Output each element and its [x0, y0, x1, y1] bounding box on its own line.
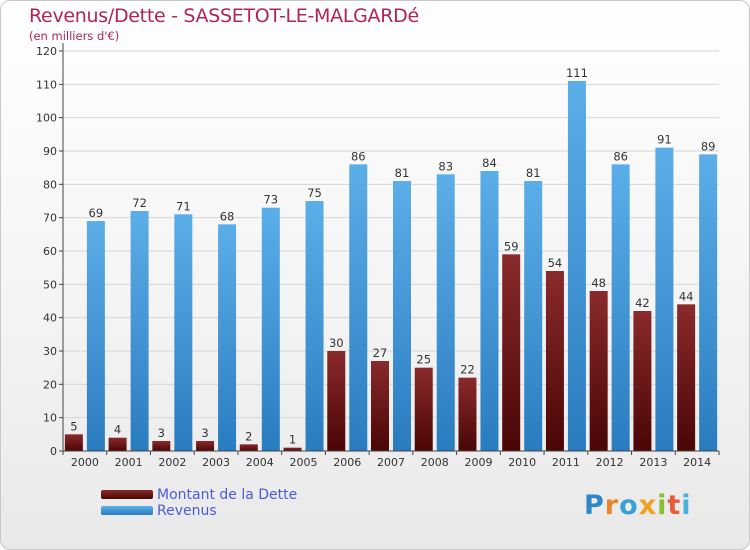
x-tick-label: 2004: [246, 456, 274, 469]
bar-revenue: [567, 81, 586, 451]
bar-revenue-label: 86: [351, 149, 366, 163]
x-tick-label: 2013: [639, 456, 667, 469]
bar-debt-label: 4: [114, 423, 121, 437]
bar-revenue-label: 83: [438, 159, 453, 173]
bar-revenue: [130, 211, 149, 451]
bar-debt-label: 5: [70, 419, 77, 433]
bar-revenue: [480, 171, 499, 451]
bar-revenue: [524, 181, 543, 451]
bar-debt-label: 59: [504, 239, 519, 253]
x-tick-label: 2007: [377, 456, 405, 469]
bar-debt: [108, 437, 127, 451]
x-tick-label: 2008: [421, 456, 449, 469]
bar-debt: [196, 441, 215, 451]
bar-debt-label: 3: [158, 426, 165, 440]
y-tick-label: 70: [43, 212, 57, 225]
bar-debt-label: 22: [460, 363, 475, 377]
chart-subtitle: (en milliers d'€): [29, 29, 120, 43]
x-tick-label: 2009: [464, 456, 492, 469]
y-tick-label: 60: [43, 245, 57, 258]
bar-debt: [414, 367, 433, 451]
y-tick-label: 20: [43, 378, 57, 391]
bar-revenue-label: 72: [132, 196, 147, 210]
bar-debt-label: 27: [373, 346, 388, 360]
bar-debt: [589, 291, 608, 451]
x-tick-label: 2014: [683, 456, 711, 469]
bar-revenue: [655, 147, 674, 451]
bar-revenue-label: 75: [307, 186, 322, 200]
legend-swatch-debt: [101, 490, 153, 499]
x-tick-label: 2000: [71, 456, 99, 469]
bar-debt-label: 54: [548, 256, 563, 270]
chart-title: Revenus/Dette - SASSETOT-LE-MALGARDé: [29, 5, 419, 27]
bar-debt-label: 25: [416, 353, 431, 367]
bar-revenue-label: 91: [657, 133, 672, 147]
bar-debt-label: 2: [245, 429, 252, 443]
bar-debt: [327, 351, 346, 451]
y-tick-label: 80: [43, 178, 57, 191]
bar-debt: [633, 311, 652, 451]
bar-debt: [152, 441, 171, 451]
bar-revenue: [305, 201, 324, 451]
bar-debt-label: 42: [635, 296, 650, 310]
bar-revenue: [174, 214, 193, 451]
x-tick-label: 2010: [508, 456, 536, 469]
y-tick-label: 30: [43, 345, 57, 358]
y-tick-label: 0: [50, 445, 57, 458]
bar-debt: [283, 447, 302, 451]
bar-revenue-label: 71: [176, 199, 191, 213]
bar-revenue: [218, 224, 237, 451]
legend-label-debt: Montant de la Dette: [157, 487, 298, 503]
x-tick-label: 2012: [596, 456, 624, 469]
y-tick-label: 100: [36, 112, 57, 125]
y-tick-label: 120: [36, 45, 57, 58]
y-tick-label: 50: [43, 278, 57, 291]
proxiti-logo: Proxiti: [584, 490, 692, 521]
y-tick-label: 40: [43, 312, 57, 325]
bar-debt: [458, 377, 477, 451]
bar-revenue-label: 86: [613, 149, 628, 163]
bar-revenue: [611, 164, 630, 452]
bar-debt: [371, 361, 389, 451]
bar-debt: [502, 254, 521, 451]
bar-debt: [545, 271, 564, 451]
bar-revenue-label: 81: [395, 166, 410, 180]
bar-revenue-label: 68: [220, 209, 235, 223]
x-tick-label: 2006: [333, 456, 361, 469]
bar-revenue: [699, 154, 718, 452]
bar-revenue: [436, 174, 455, 452]
bar-debt: [677, 304, 696, 451]
bar-revenue-label: 73: [263, 193, 278, 207]
legend-swatch-revenue: [101, 506, 153, 515]
bar-debt-label: 3: [201, 426, 208, 440]
bar-debt: [239, 444, 258, 451]
y-tick-label: 10: [43, 412, 57, 425]
bar-revenue: [393, 181, 411, 451]
x-tick-label: 2002: [158, 456, 186, 469]
legend-label-revenue: Revenus: [157, 503, 217, 519]
bar-revenue: [86, 221, 105, 451]
x-tick-label: 2005: [290, 456, 318, 469]
y-tick-label: 110: [36, 78, 57, 91]
bar-revenue: [349, 164, 368, 452]
bar-debt: [64, 434, 83, 451]
bar-revenue-label: 69: [89, 206, 104, 220]
x-tick-label: 2011: [552, 456, 580, 469]
bar-debt-label: 44: [679, 289, 694, 303]
bar-revenue-label: 81: [526, 166, 541, 180]
x-tick-label: 2001: [115, 456, 143, 469]
bar-revenue-label: 89: [701, 139, 716, 153]
bar-debt-label: 48: [591, 276, 606, 290]
bar-debt-label: 30: [329, 336, 344, 350]
x-tick-label: 2003: [202, 456, 230, 469]
bar-revenue-label: 111: [566, 66, 588, 80]
bar-debt-label: 1: [289, 433, 296, 447]
bar-revenue-label: 84: [482, 156, 497, 170]
y-tick-label: 90: [43, 145, 57, 158]
bar-revenue: [261, 207, 280, 451]
